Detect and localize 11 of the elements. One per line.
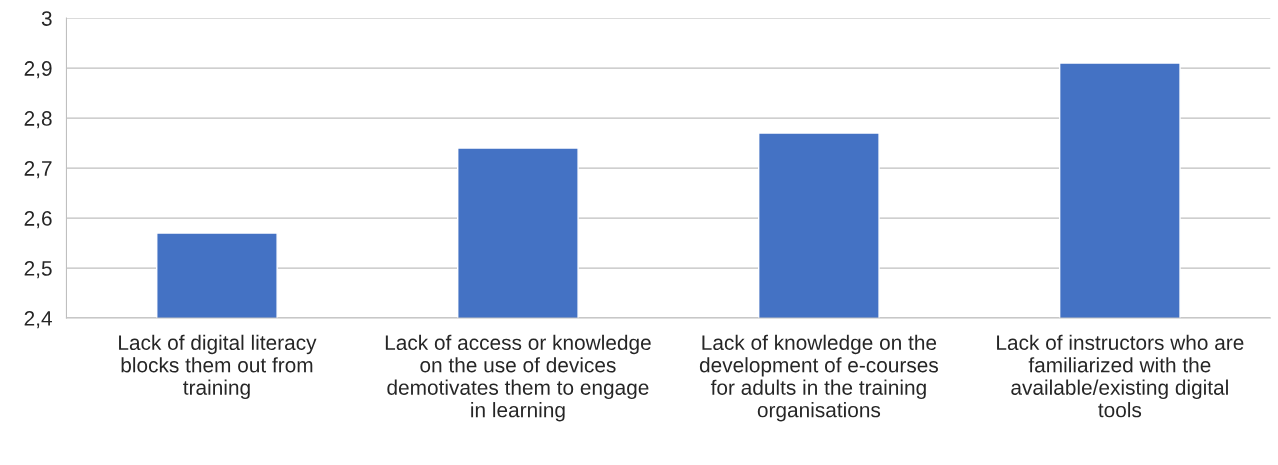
x-tick-label: Lack of digital literacy blocks them out from training — [119, 334, 317, 400]
y-tick-label: 2,7 — [24, 161, 52, 179]
x-tick-label: Lack of instructors who are familiarized with the available/existing digital tools — [997, 334, 1244, 418]
y-tick-label: 3 — [41, 11, 52, 26]
y-tick-label: 2,6 — [24, 211, 52, 229]
y-tick-label: 2,8 — [24, 111, 52, 129]
x-tick-label: Lack of access or knowledge on the use of devices demotivates them to engage in learning — [385, 334, 651, 422]
x-tick-label: Lack of knowledge on the development of e-courses for adults in the training organisations — [699, 334, 938, 422]
y-tick-label: 2,5 — [24, 261, 52, 279]
y-tick-label: 2,4 — [24, 311, 52, 329]
y-tick-label: 2,9 — [24, 61, 52, 79]
